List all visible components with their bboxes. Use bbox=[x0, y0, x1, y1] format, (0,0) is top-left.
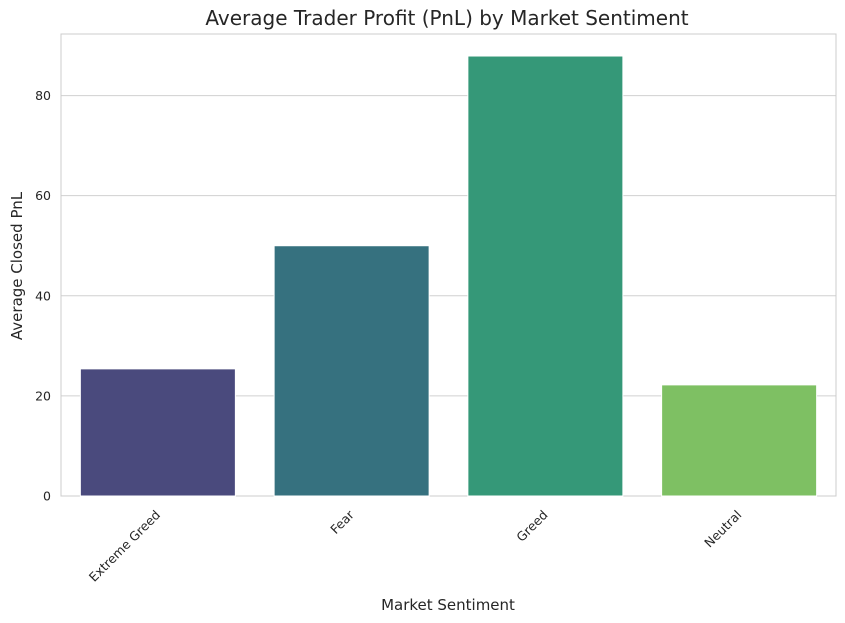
bar-neutral bbox=[661, 384, 818, 497]
y-tick-label: 80 bbox=[35, 88, 51, 103]
bars bbox=[79, 55, 818, 497]
plot-frame bbox=[60, 33, 837, 497]
bar-extreme-greed bbox=[79, 368, 236, 497]
bar-greed bbox=[467, 55, 624, 497]
x-axis-ticks: Extreme Greed Fear Greed Neutral bbox=[86, 507, 745, 585]
x-tick-label: Neutral bbox=[701, 507, 744, 550]
x-axis-label: Market Sentiment bbox=[381, 596, 515, 614]
y-tick-label: 20 bbox=[35, 388, 51, 403]
x-tick-label: Extreme Greed bbox=[86, 507, 163, 584]
y-axis-label: Average Closed PnL bbox=[8, 191, 26, 340]
chart-title: Average Trader Profit (PnL) by Market Se… bbox=[205, 6, 688, 30]
bar-fear bbox=[273, 245, 430, 497]
x-tick-label: Greed bbox=[513, 507, 550, 544]
y-tick-label: 40 bbox=[35, 288, 51, 303]
x-tick-label: Fear bbox=[327, 507, 357, 537]
y-tick-label: 60 bbox=[35, 188, 51, 203]
y-axis-ticks: 0 20 40 60 80 bbox=[35, 88, 51, 503]
y-tick-label: 0 bbox=[43, 489, 51, 504]
